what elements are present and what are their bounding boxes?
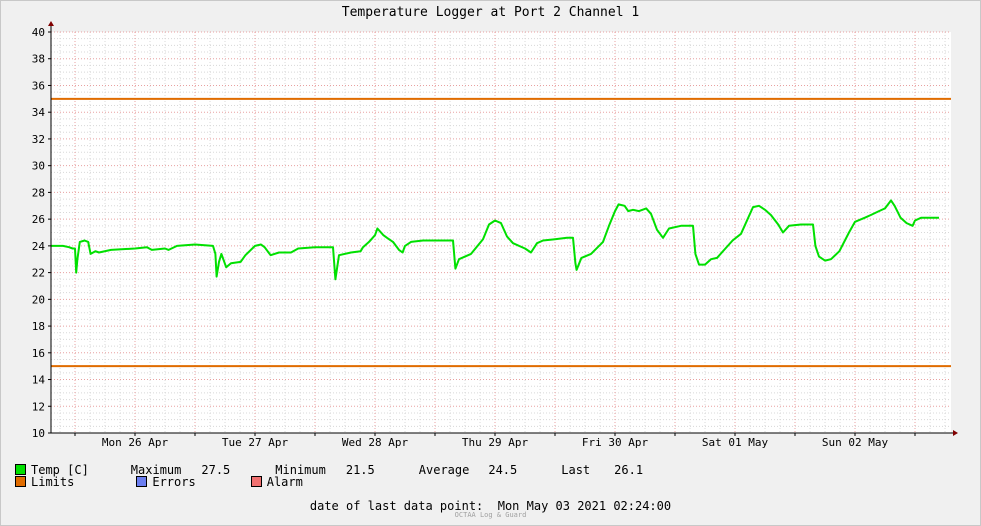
y-tick-label: 20 [32,293,45,306]
stat-last-label: Last [561,463,591,477]
last-data-point-label: date of last data point: [309,499,484,513]
errors-swatch [136,476,148,487]
alarm-swatch [250,476,262,487]
stat-min-value: 21.5 [345,463,375,477]
legend-row-limits: Limits Errors Alarm [15,475,303,489]
x-tick-label: Thu 29 Apr [462,436,529,449]
temp-swatch [15,464,26,475]
legend-row-temp: Temp [C] Maximum 27.5 Minimum 21.5 Average 24.… [15,463,643,477]
y-tick-label: 38 [32,53,45,66]
x-tick-label: Wed 28 Apr [342,436,409,449]
y-axis-arrow [48,21,54,26]
y-tick-label: 16 [32,347,45,360]
legend-errors-label: Errors [152,475,196,489]
x-tick-label: Sun 02 May [822,436,889,449]
stat-min-label: Minimum [275,463,326,477]
y-tick-label: 14 [32,374,46,387]
x-tick-label: Tue 27 Apr [222,436,289,449]
y-tick-label: 24 [32,240,46,253]
y-tick-label: 12 [32,400,45,413]
y-tick-label: 34 [32,106,46,119]
stat-avg-label: Average [418,463,470,477]
stat-last-value: 26.1 [614,463,644,477]
watermark: OCTAA Log & Guard [454,511,527,519]
chart-title: Temperature Logger at Port 2 Channel 1 [341,5,640,20]
y-tick-label: 40 [32,26,45,39]
series-line-temp [51,199,939,281]
stat-avg-value: 24.5 [488,463,518,477]
x-tick-label: Mon 26 Apr [102,436,169,449]
legend-limits-label: Limits [31,475,75,489]
last-data-point-value: Mon May 03 2021 02:24:00 [497,499,672,513]
stat-max-label: Maximum [130,463,182,477]
last-data-point: date of last data point: Mon May 03 2021… [0,499,981,513]
y-tick-label: 28 [32,186,45,199]
y-tick-label: 26 [32,213,45,226]
y-tick-label: 36 [32,79,45,92]
y-tick-label: 30 [32,160,45,173]
x-tick-label: Fri 30 Apr [582,436,649,449]
limits-swatch [15,476,26,487]
y-tick-label: 22 [32,267,45,280]
y-tick-label: 18 [32,320,45,333]
legend-temp-label: Temp [C] [31,463,89,477]
x-tick-label: Sat 01 May [702,436,769,449]
y-tick-label: 32 [32,133,45,146]
x-axis-arrow [953,430,958,436]
y-tick-label: 10 [32,427,45,440]
stat-max-value: 27.5 [201,463,231,477]
legend-alarm-label: Alarm [266,475,303,489]
